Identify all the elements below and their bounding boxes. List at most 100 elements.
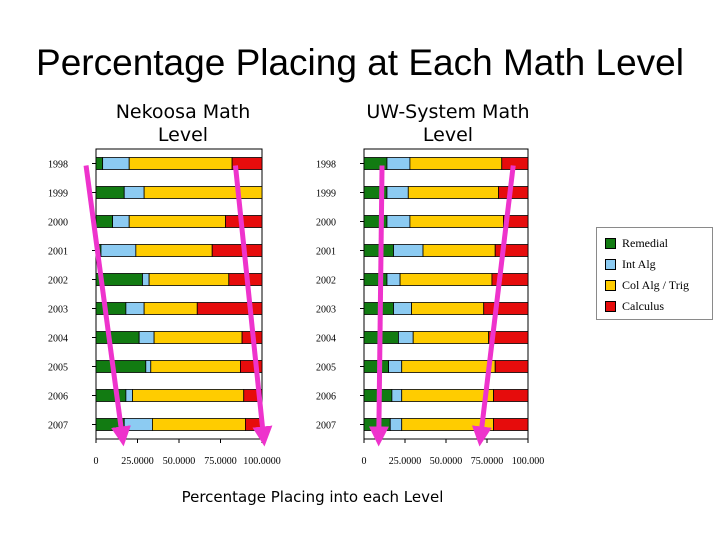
y-tick-label: 2001 [48,247,68,258]
bar-segment [231,157,263,170]
bar-segment [363,360,390,373]
chart-title-uw: UW-System Math Level [358,101,538,147]
bar-segment [493,418,529,431]
legend-label: Remedial [622,236,668,250]
bar-segment [112,215,130,228]
legend-swatch [605,238,616,249]
bar-segment [409,215,504,228]
bar-segment [389,418,403,431]
bar-segment [95,186,125,199]
bar-segment [148,273,230,286]
y-tick-label: 2002 [316,276,336,287]
bar-segment [399,273,493,286]
chart-title-line: Level [157,124,209,146]
y-tick-label: 2004 [48,334,68,345]
legend-swatch [605,301,616,312]
y-tick-label: 2003 [316,305,336,316]
bar-segment [125,389,133,402]
bar-segment [498,186,529,199]
bar-segment [153,331,243,344]
y-tick-label: 2005 [316,363,336,374]
x-tick-label: 25.0000 [121,456,154,467]
y-tick-label: 2007 [316,421,336,432]
legend-label: Calculus [622,299,664,313]
bar-segment [125,302,145,315]
legend-swatch [605,259,616,270]
bar-segment [386,186,409,199]
legend-item-remedial: Remedial [605,233,712,254]
bar-segment [211,244,263,257]
bar-segment [401,389,494,402]
bar-segment [411,302,485,315]
y-tick-label: 2006 [48,392,68,403]
bar-segment [142,273,150,286]
bar-segment [407,186,499,199]
y-tick-label: 2000 [316,218,336,229]
bar-segment [128,157,233,170]
bar-segment [493,389,529,402]
bar-segment [95,389,127,402]
bar-segment [135,244,213,257]
bar-segment [391,389,403,402]
bar-segment [483,302,529,315]
y-tick-label: 1998 [316,160,336,171]
bar-segment [95,331,140,344]
bar-segment [102,157,130,170]
x-tick-label: 100.0000 [243,456,281,467]
pink-arrow [232,165,273,447]
y-tick-label: 2003 [48,305,68,316]
bar-segment [494,360,529,373]
bar-segment [143,302,198,315]
bar-segment [488,331,529,344]
bar-segment [95,360,147,373]
y-tick-label: 2006 [316,392,336,403]
footer-caption: Percentage Placing into each Level [181,488,444,506]
bar-segment [196,302,263,315]
x-tick-label: 75.0000 [204,456,237,467]
chart-title-nekoosa: Nekoosa Math Level [93,101,273,147]
bar-segment [95,157,104,170]
bar-segment [386,273,401,286]
bar-segment [95,215,114,228]
bar-segment [386,215,411,228]
legend-item-col-alg-trig: Col Alg / Trig [605,275,712,296]
y-tick-label: 2002 [48,276,68,287]
y-tick-label: 2007 [48,421,68,432]
bar-segment [412,331,490,344]
bar-segment [138,331,155,344]
bar-segment [388,360,403,373]
bar-segment [123,418,153,431]
bar-segment [409,157,503,170]
bar-segment [132,389,245,402]
y-tick-label: 2001 [316,247,336,258]
bar-segment [398,331,414,344]
legend: Remedial Int Alg Col Alg / Trig Calculus [596,227,713,320]
chart-title-line: Nekoosa Math [115,101,251,123]
chart-title-line: Level [422,124,474,146]
x-tick-label: 0 [362,456,367,467]
pink-arrow [83,165,131,447]
bar-segment [123,186,145,199]
bar-segment [422,244,496,257]
bar-segment [143,186,263,199]
bar-segment [393,244,424,257]
y-tick-label: 2004 [316,334,336,345]
y-tick-label: 1999 [316,189,336,200]
bar-segment [502,215,529,228]
y-tick-label: 2005 [48,363,68,374]
bar-segment [152,418,246,431]
bar-segment [393,302,412,315]
bar-segment [100,244,137,257]
page-title: Percentage Placing at Each Math Level [36,42,684,83]
x-tick-label: 0 [94,456,99,467]
x-tick-label: 75.0000 [471,456,504,467]
pink-arrow [368,165,389,447]
bar-segment [401,360,496,373]
x-tick-label: 50.0000 [430,456,463,467]
legend-item-calculus: Calculus [605,296,712,317]
x-tick-label: 100.000 [512,456,545,467]
legend-swatch [605,280,616,291]
bar-segment [386,157,411,170]
x-tick-label: 50.0000 [163,456,196,467]
